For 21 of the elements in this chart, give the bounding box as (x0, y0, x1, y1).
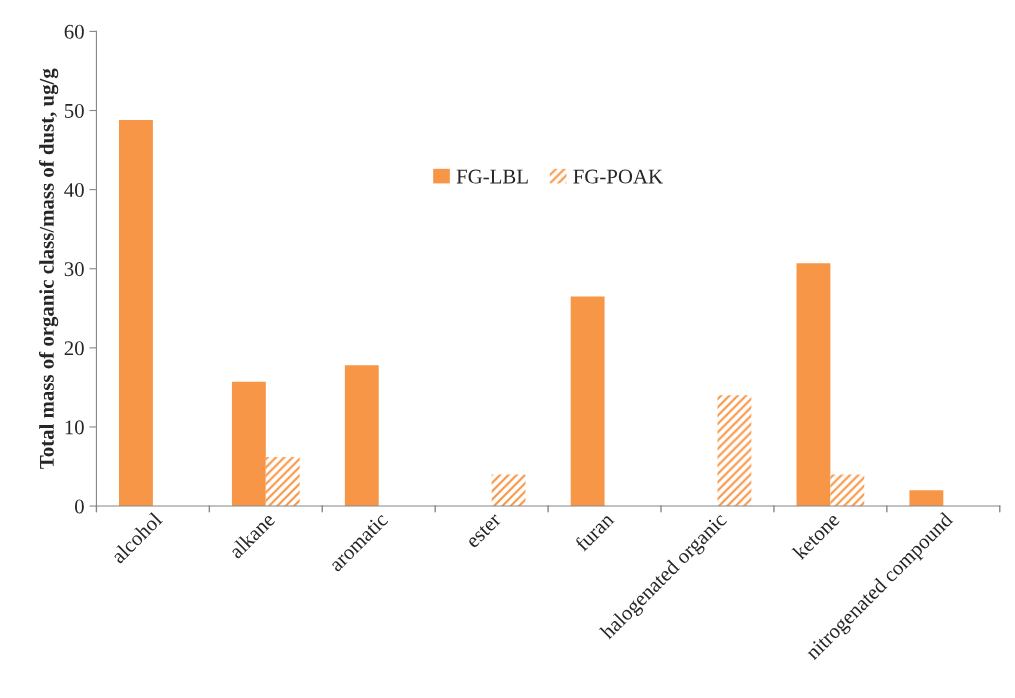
y-tick-label: 30 (64, 262, 84, 277)
bar (491, 474, 526, 507)
bar (570, 296, 605, 507)
legend-label: FG-LBL (456, 169, 528, 184)
legend-label: FG-POAK (573, 169, 663, 184)
bar (119, 120, 153, 507)
y-tick-label: 20 (64, 341, 84, 356)
bar (796, 263, 831, 507)
y-tick-label: 40 (64, 183, 84, 198)
bar (717, 395, 752, 507)
bar (265, 457, 300, 507)
bar (231, 381, 266, 507)
bar (830, 474, 865, 507)
y-tick-label: 0 (75, 499, 84, 514)
y-tick-label: 50 (65, 103, 84, 118)
bar (909, 490, 944, 507)
y-tick-label: 10 (65, 420, 84, 435)
y-tick-label: 60 (64, 24, 84, 39)
x-tick-label: ester (466, 512, 502, 549)
bar (344, 365, 379, 507)
y-axis-title: Total mass of organic class/mass of dust, ug/g (38, 68, 59, 469)
